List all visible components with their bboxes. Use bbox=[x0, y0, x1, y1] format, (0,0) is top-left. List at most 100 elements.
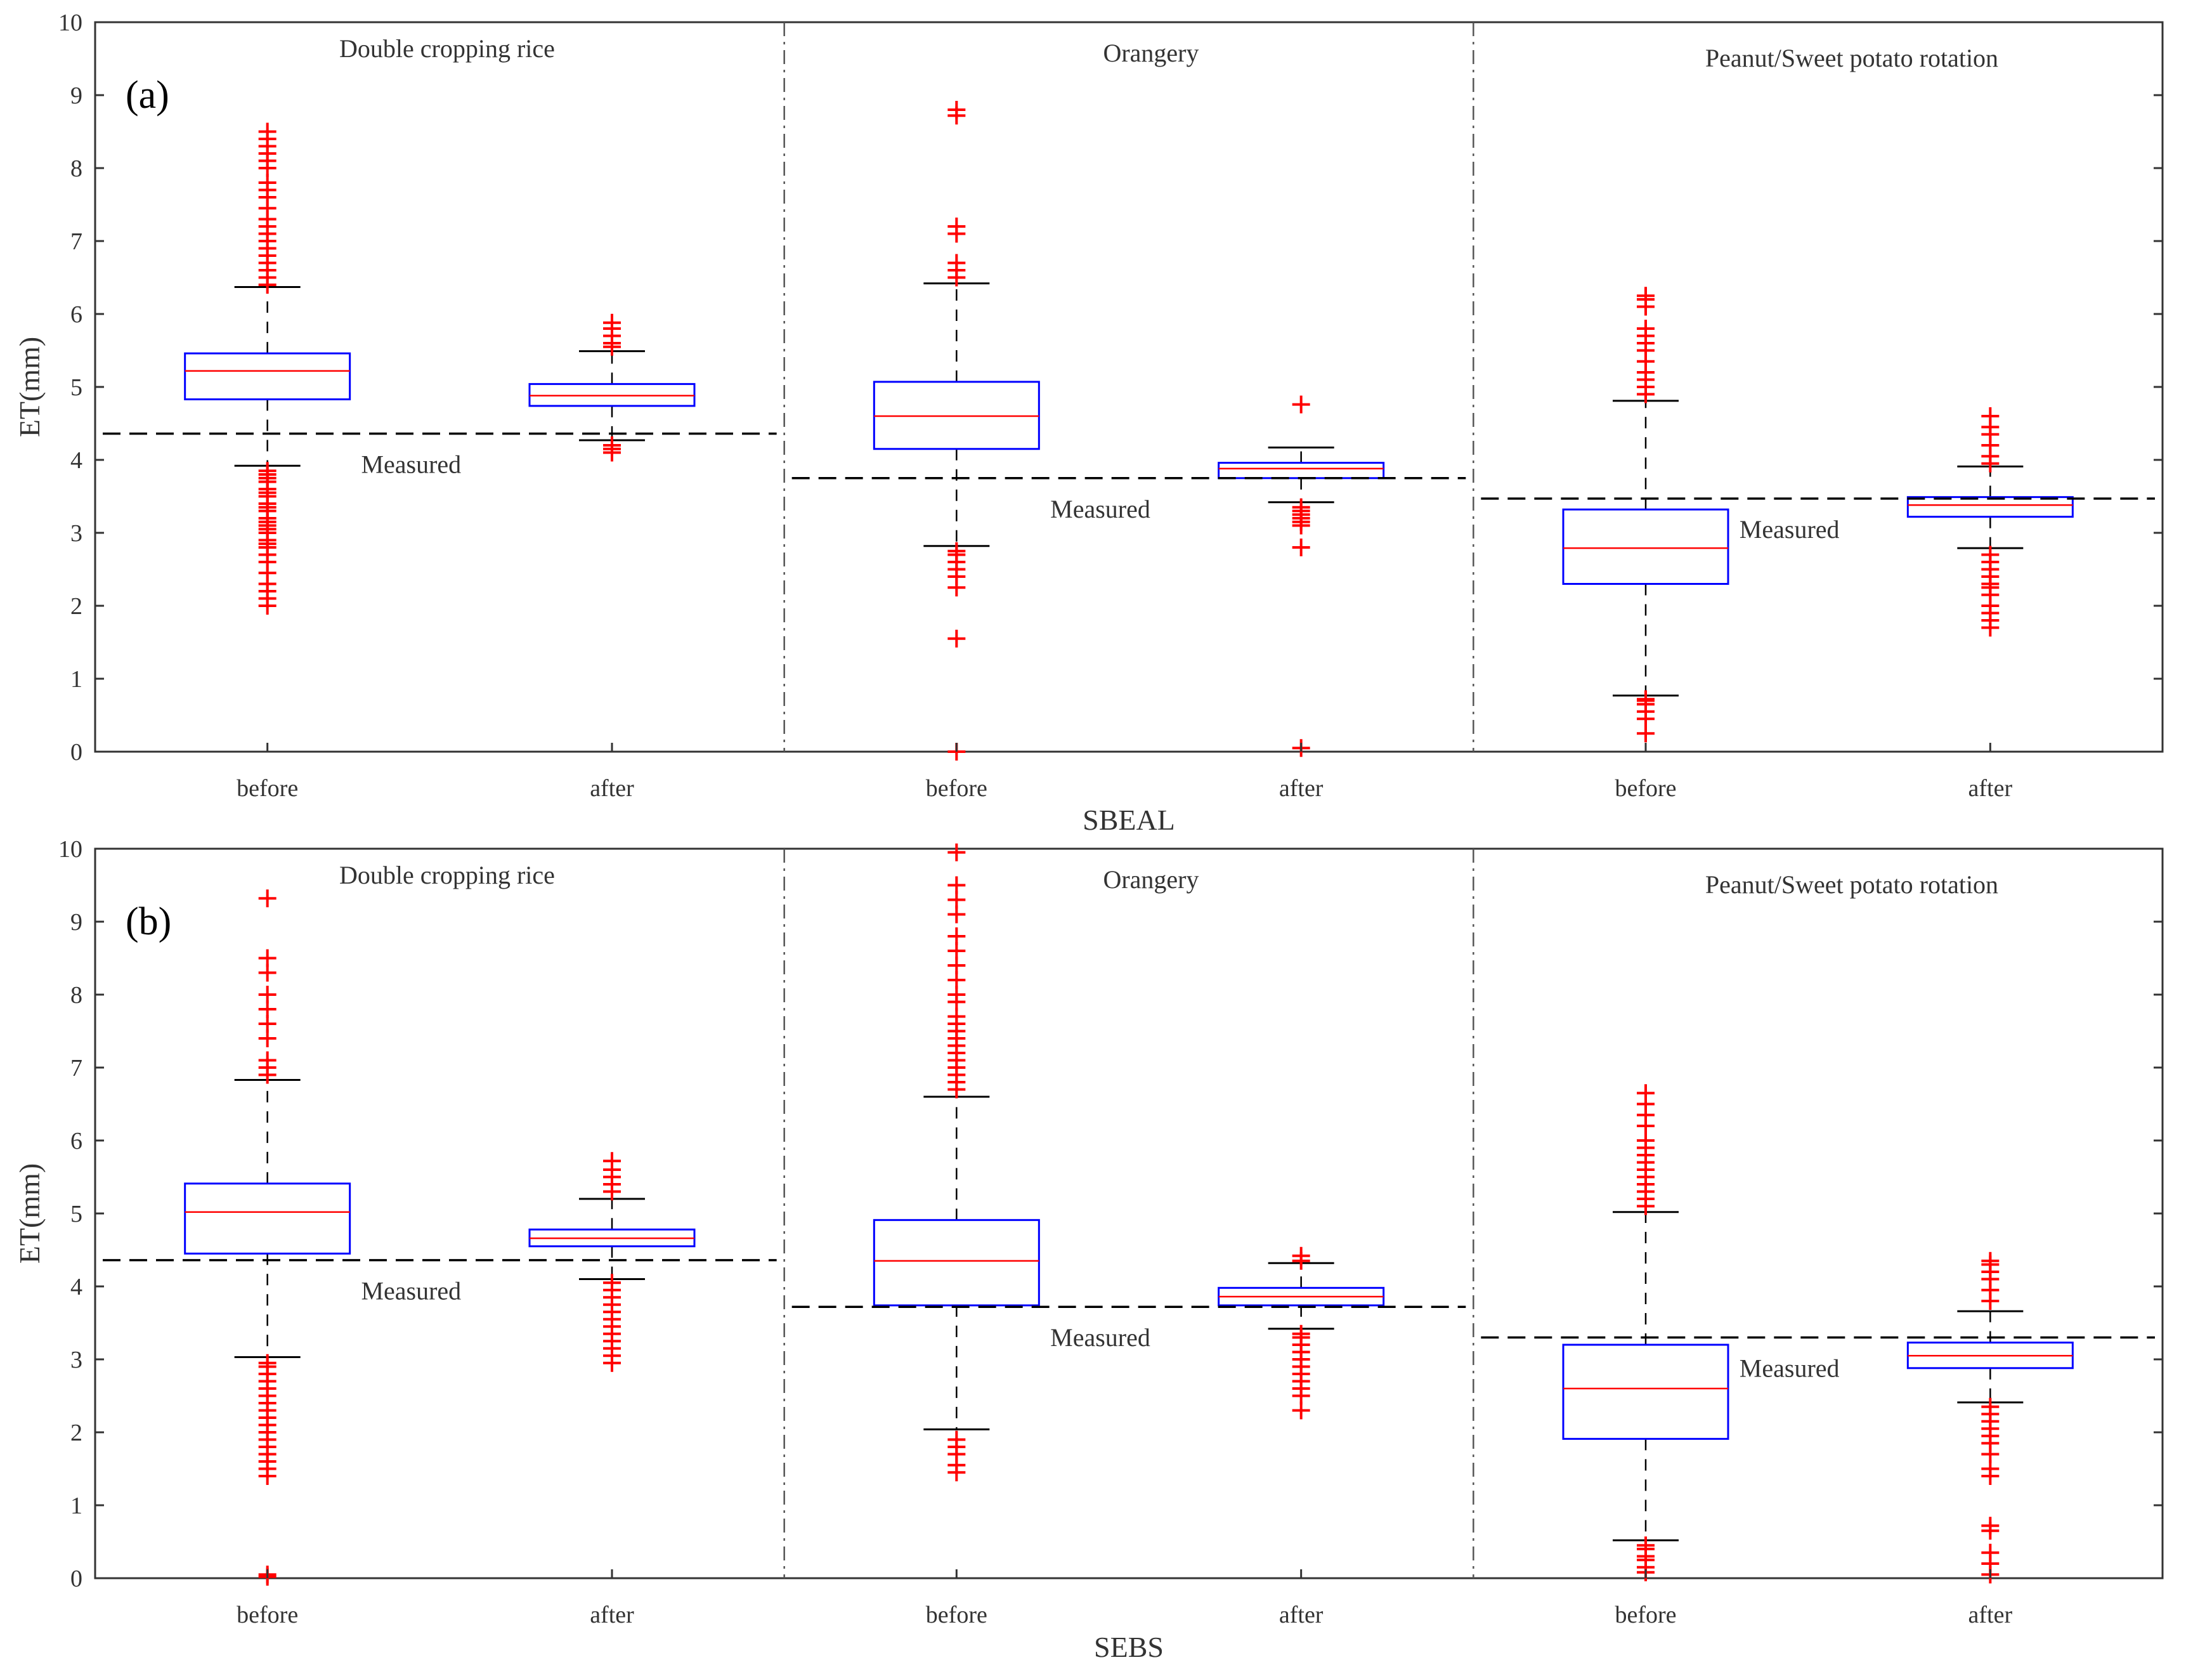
outlier-marker bbox=[258, 1051, 276, 1069]
x-tick-label: before bbox=[237, 775, 298, 802]
outlier-marker bbox=[603, 1274, 621, 1292]
x-tick-label: before bbox=[926, 1602, 987, 1628]
x-tick-label: before bbox=[926, 775, 987, 802]
y-tick-label: 3 bbox=[70, 1347, 82, 1373]
y-tick-label: 9 bbox=[70, 909, 82, 936]
group-title: Double cropping rice bbox=[339, 34, 555, 63]
box-before: before bbox=[873, 101, 1040, 802]
outlier-marker bbox=[1981, 407, 2000, 425]
box-after: after bbox=[1906, 407, 2074, 802]
outlier-marker bbox=[947, 843, 966, 861]
x-tick-label: after bbox=[1279, 1602, 1324, 1628]
y-tick-label: 7 bbox=[70, 228, 82, 255]
outlier-marker bbox=[947, 927, 966, 945]
outlier-marker bbox=[1292, 1246, 1310, 1265]
panel-label: (b) bbox=[126, 900, 171, 943]
y-axis-title: ET(mm) bbox=[13, 1163, 46, 1264]
box-before: before bbox=[1562, 1084, 1729, 1628]
x-tick-label: after bbox=[590, 775, 634, 802]
outlier-marker bbox=[258, 462, 276, 480]
outlier-marker bbox=[1292, 498, 1310, 516]
iqr-box bbox=[1562, 508, 1729, 585]
outlier-marker bbox=[947, 876, 966, 894]
y-tick-label: 5 bbox=[70, 374, 82, 401]
iqr-box bbox=[873, 1219, 1040, 1307]
group-peanut-sweet-potato-rotation: Peanut/Sweet potato rotation before after M… bbox=[1473, 22, 2155, 802]
outlier-marker bbox=[1637, 690, 1655, 709]
outlier-marker bbox=[603, 313, 621, 332]
x-tick-label: after bbox=[1968, 775, 2013, 802]
outlier-marker bbox=[1981, 1397, 2000, 1416]
outlier-marker bbox=[1292, 1324, 1310, 1343]
iqr-box bbox=[184, 1182, 351, 1255]
outlier-marker bbox=[1292, 395, 1310, 414]
outlier-marker bbox=[947, 629, 966, 648]
y-tick-label: 3 bbox=[70, 520, 82, 547]
outlier-marker bbox=[947, 254, 966, 272]
y-tick-label: 7 bbox=[70, 1055, 82, 1082]
box-before: before bbox=[1562, 287, 1729, 802]
box-before: before bbox=[184, 122, 351, 802]
iqr-box bbox=[1562, 1343, 1729, 1440]
y-tick-label: 4 bbox=[70, 447, 82, 474]
x-tick-label: before bbox=[1615, 775, 1676, 802]
outlier-marker bbox=[1637, 1536, 1655, 1555]
group-orangery: Orangery before after Measured bbox=[783, 22, 1466, 802]
y-tick-label: 8 bbox=[70, 982, 82, 1009]
iqr-box bbox=[1906, 496, 2074, 518]
box-before: before bbox=[184, 889, 351, 1628]
outlier-marker bbox=[603, 436, 621, 454]
outlier-marker bbox=[258, 122, 276, 141]
group-title: Double cropping rice bbox=[339, 861, 555, 889]
group-title: Orangery bbox=[1103, 865, 1199, 894]
outlier-marker bbox=[947, 101, 966, 119]
x-tick-label: after bbox=[1968, 1602, 2013, 1628]
outlier-marker bbox=[258, 986, 276, 1003]
outlier-marker bbox=[258, 949, 276, 967]
y-tick-label: 2 bbox=[70, 1420, 82, 1446]
plot-frame bbox=[94, 847, 2164, 1579]
y-tick-label: 6 bbox=[70, 1128, 82, 1154]
outlier-marker bbox=[1292, 539, 1310, 556]
outlier-marker bbox=[947, 1430, 966, 1449]
y-tick-label: 10 bbox=[58, 836, 82, 863]
outlier-marker bbox=[1981, 1517, 2000, 1535]
outlier-marker bbox=[258, 1354, 276, 1372]
measured-label: Measured bbox=[361, 450, 461, 479]
y-tick-label: 5 bbox=[70, 1201, 82, 1227]
box-after: after bbox=[1218, 395, 1385, 802]
x-axis-title: SBEAL bbox=[1083, 804, 1175, 836]
y-tick-label: 1 bbox=[70, 666, 82, 693]
y-tick-label: 1 bbox=[70, 1493, 82, 1519]
x-tick-label: before bbox=[1615, 1602, 1676, 1628]
group-title: Peanut/Sweet potato rotation bbox=[1705, 44, 1998, 72]
group-double-cropping-rice: Double cropping rice before after Measured bbox=[103, 861, 777, 1628]
measured-label: Measured bbox=[1740, 1354, 1840, 1383]
y-tick-label: 6 bbox=[70, 301, 82, 328]
measured-label: Measured bbox=[1740, 515, 1840, 544]
y-tick-label: 10 bbox=[58, 10, 82, 36]
group-peanut-sweet-potato-rotation: Peanut/Sweet potato rotation before after M… bbox=[1473, 849, 2155, 1628]
panel-label: (a) bbox=[126, 74, 169, 117]
x-tick-label: before bbox=[237, 1602, 298, 1628]
group-orangery: Orangery before after Measured bbox=[783, 843, 1466, 1628]
x-tick-label: after bbox=[1279, 775, 1324, 802]
outlier-marker bbox=[1637, 287, 1655, 305]
plot-frame bbox=[94, 21, 2164, 753]
y-tick-label: 9 bbox=[70, 82, 82, 109]
outlier-marker bbox=[603, 1152, 621, 1170]
y-tick-label: 8 bbox=[70, 155, 82, 182]
box-after: after bbox=[1218, 1246, 1385, 1628]
y-tick-label: 4 bbox=[70, 1274, 82, 1300]
box-before: before bbox=[873, 843, 1040, 1628]
outlier-marker bbox=[258, 889, 276, 908]
group-title: Orangery bbox=[1103, 39, 1199, 67]
outlier-marker bbox=[947, 542, 966, 560]
outlier-marker bbox=[1637, 1084, 1655, 1102]
y-tick-label: 2 bbox=[70, 593, 82, 620]
group-title: Peanut/Sweet potato rotation bbox=[1705, 870, 1998, 899]
measured-label: Measured bbox=[1050, 1323, 1150, 1352]
outlier-marker bbox=[1981, 1252, 2000, 1270]
